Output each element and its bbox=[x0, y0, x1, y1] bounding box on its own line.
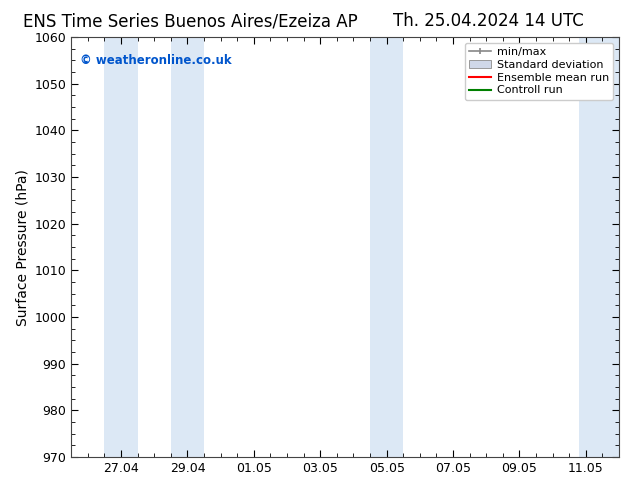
Bar bbox=[579, 37, 619, 457]
Bar bbox=[171, 37, 204, 457]
Text: Th. 25.04.2024 14 UTC: Th. 25.04.2024 14 UTC bbox=[393, 12, 583, 30]
Bar bbox=[370, 37, 403, 457]
Legend: min/max, Standard deviation, Ensemble mean run, Controll run: min/max, Standard deviation, Ensemble me… bbox=[465, 43, 614, 100]
Bar bbox=[105, 37, 138, 457]
Text: © weatheronline.co.uk: © weatheronline.co.uk bbox=[79, 54, 231, 67]
Text: ENS Time Series Buenos Aires/Ezeiza AP: ENS Time Series Buenos Aires/Ezeiza AP bbox=[23, 12, 358, 30]
Y-axis label: Surface Pressure (hPa): Surface Pressure (hPa) bbox=[15, 169, 29, 325]
